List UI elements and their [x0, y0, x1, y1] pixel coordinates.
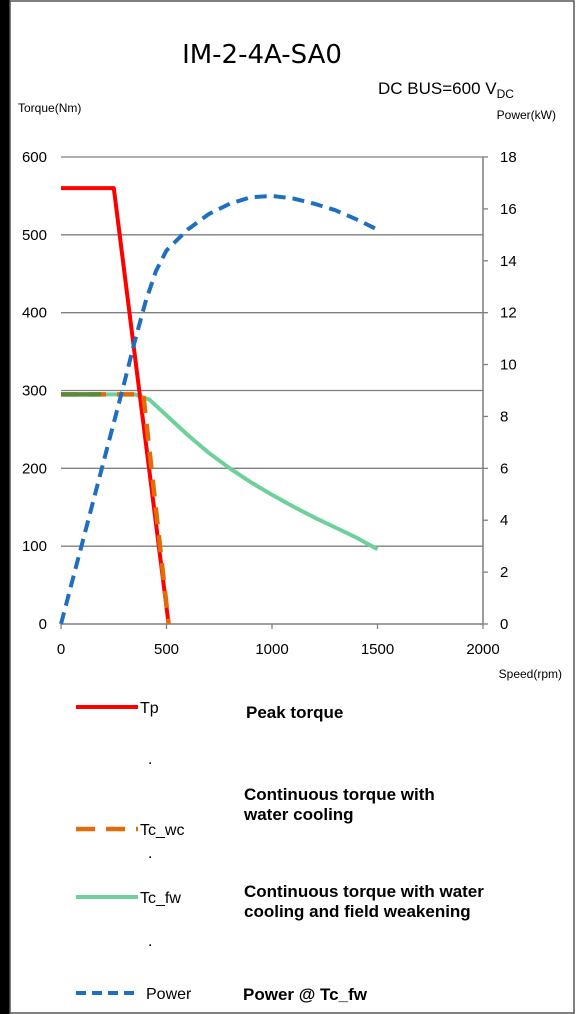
legend-dot-3: . — [148, 933, 152, 950]
axis-ticks: 0 100 200 300 400 500 600 0 2 4 6 8 10 12 14 16 18 0 500 10… — [22, 149, 517, 658]
y-left-tick-label: 400 — [22, 305, 47, 322]
y-left-tick-label: 600 — [22, 149, 47, 166]
x-tick-label: 0 — [57, 641, 65, 658]
legend-desc-tc-fw-line1: Continuous torque with water — [244, 882, 484, 901]
y-right-tick-label: 14 — [500, 253, 517, 270]
series-lines — [59, 186, 379, 625]
y-right-tick-label: 8 — [500, 408, 508, 425]
legend-item-tc-wc: Tc_wc Continuous torque with water cooli… — [76, 785, 435, 862]
y-right-tick-label: 10 — [500, 357, 517, 374]
y-right-tick-label: 6 — [500, 460, 508, 477]
y-right-tick-label: 12 — [500, 305, 517, 322]
legend: Tp Peak torque . Tc_wc Continuous torque… — [76, 700, 484, 1004]
legend-key-tp: Tp — [140, 700, 159, 717]
y-right-tick-label: 16 — [500, 201, 517, 218]
legend-desc-tc-wc-line1: Continuous torque with — [244, 785, 435, 804]
left-binding-edge — [0, 0, 10, 1014]
series-line-tc-wc — [61, 392, 171, 625]
y-left-axis-label: Torque(Nm) — [18, 101, 81, 115]
legend-dot-1: . — [148, 751, 152, 768]
x-tick-label: 1500 — [361, 641, 394, 658]
legend-desc-tc-fw-line2: cooling and field weakening — [244, 902, 471, 921]
y-left-tick-label: 300 — [22, 383, 47, 400]
x-tick-label: 1000 — [255, 641, 288, 658]
legend-dot-2: . — [148, 845, 152, 862]
y-right-axis-label: Power(kW) — [497, 108, 556, 122]
legend-item-power: Power Power @ Tc_fw — [76, 985, 368, 1004]
legend-desc-tp: Peak torque — [246, 703, 343, 722]
y-left-tick-label: 100 — [22, 538, 47, 555]
legend-key-tc-fw: Tc_fw — [140, 890, 181, 907]
chart-title: IM-2-4A-SA0 — [182, 40, 342, 70]
x-axis-label: Speed(rpm) — [499, 667, 562, 681]
figure-border — [9, 0, 575, 1014]
series-line-power — [59, 193, 379, 625]
y-left-tick-label: 200 — [22, 460, 47, 477]
x-tick-label: 2000 — [466, 641, 499, 658]
y-right-tick-label: 4 — [500, 512, 508, 529]
y-right-tick-label: 18 — [500, 149, 517, 166]
series-line-tp — [61, 186, 171, 625]
series-line-tc-fw — [61, 392, 379, 552]
legend-item-tc-fw: Tc_fw Continuous torque with water cooli… — [76, 882, 484, 950]
legend-item-tp: Tp Peak torque . — [76, 700, 343, 768]
x-tick-label: 500 — [154, 641, 179, 658]
y-left-tick-label: 0 — [39, 616, 47, 633]
legend-desc-tc-wc-line2: water cooling — [243, 805, 354, 824]
y-right-tick-label: 0 — [500, 616, 508, 633]
chart-subtitle: DC BUS=600 VDC — [378, 79, 514, 101]
legend-key-power: Power — [146, 986, 192, 1003]
y-right-tick-label: 2 — [500, 564, 508, 581]
dc-bus-label: DC BUS=600 V — [378, 79, 497, 98]
legend-desc-power: Power @ Tc_fw — [243, 985, 368, 1004]
y-left-tick-label: 500 — [22, 227, 47, 244]
dc-bus-subscript: DC — [497, 87, 515, 101]
legend-key-tc-wc: Tc_wc — [140, 822, 184, 839]
